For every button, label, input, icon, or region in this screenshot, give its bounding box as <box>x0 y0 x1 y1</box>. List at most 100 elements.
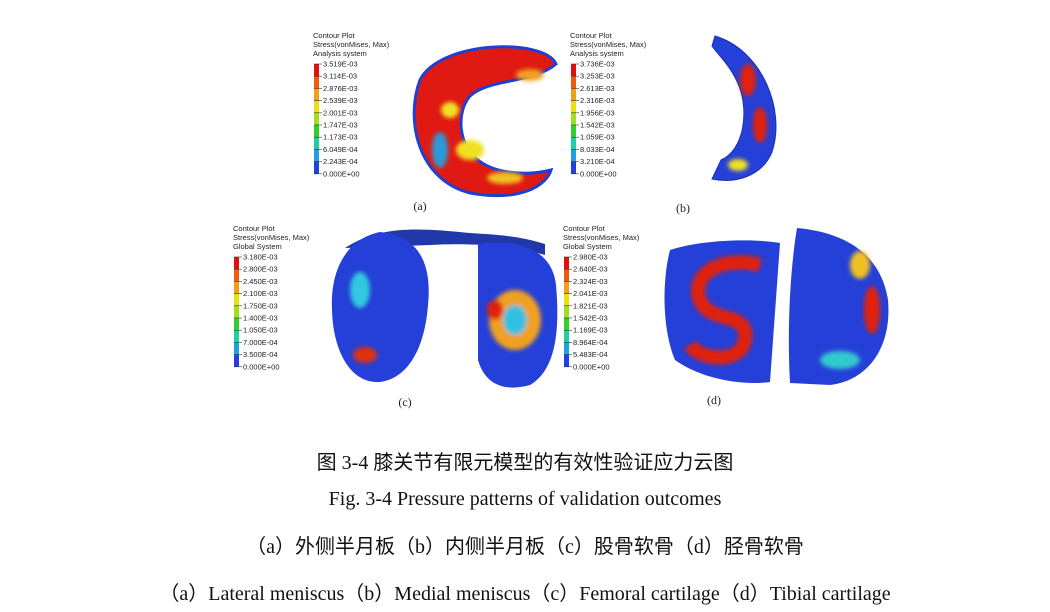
color-band <box>564 342 569 355</box>
caption-parts-zh: （a）外侧半月板（b）内侧半月板（c）股骨软骨（d）胫骨软骨 <box>246 536 804 558</box>
contour-shape-c <box>331 229 558 388</box>
caption-parts-en: （a）Lateral meniscus（b）Medial meniscus（c）… <box>159 583 891 605</box>
color-band <box>314 64 319 77</box>
color-band <box>314 161 319 174</box>
legend-level: 1.750E-03 <box>243 301 278 310</box>
legend-level: 3.180E-03 <box>243 253 278 262</box>
color-band <box>571 112 576 125</box>
color-band <box>234 257 239 270</box>
panel-label: (c) <box>398 395 411 409</box>
legend-level: 1.542E-03 <box>573 314 608 323</box>
legend-title: Stress(vonMises, Max) <box>313 40 390 49</box>
panel-label: (d) <box>707 393 721 407</box>
color-band <box>571 161 576 174</box>
legend-level: 2.100E-03 <box>243 289 278 298</box>
color-band <box>314 125 319 138</box>
legend-level: 1.050E-03 <box>243 326 278 335</box>
legend-level: 1.173E-03 <box>323 133 358 142</box>
legend-level: 3.253E-03 <box>580 72 615 81</box>
color-band <box>564 281 569 294</box>
legend-title: Contour Plot <box>563 224 606 233</box>
legend-level: 1.400E-03 <box>243 314 278 323</box>
legend-level: 2.041E-03 <box>573 289 608 298</box>
legend-level: 0.000E+00 <box>573 362 610 371</box>
color-band <box>234 293 239 306</box>
legend-level: 1.821E-03 <box>573 301 608 310</box>
color-band <box>234 269 239 282</box>
legend-level: 6.049E-04 <box>323 145 358 154</box>
legend-title: Stress(vonMises, Max) <box>233 233 310 242</box>
legend-level: 0.000E+00 <box>580 169 617 178</box>
legend-level: 0.000E+00 <box>323 169 360 178</box>
color-band <box>234 318 239 331</box>
color-band <box>314 149 319 162</box>
contour-shape-d <box>664 228 889 385</box>
legend-level: 3.114E-03 <box>323 72 357 81</box>
panel-label: (a) <box>413 199 426 213</box>
color-band <box>564 354 569 367</box>
color-band <box>571 125 576 138</box>
legend-level: 2.640E-03 <box>573 265 608 274</box>
color-band <box>571 149 576 162</box>
color-band <box>234 342 239 355</box>
color-band <box>314 112 319 125</box>
color-band <box>234 330 239 343</box>
contour-shape-b <box>711 35 777 181</box>
legend-level: 2.324E-03 <box>573 277 608 286</box>
color-band <box>571 100 576 113</box>
color-band <box>564 330 569 343</box>
color-band <box>564 269 569 282</box>
legend-level: 1.542E-03 <box>580 121 615 130</box>
color-band <box>314 88 319 101</box>
color-band <box>564 293 569 306</box>
color-band <box>314 76 319 89</box>
color-band <box>234 281 239 294</box>
legend-level: 2.539E-03 <box>323 96 358 105</box>
legend-level: 1.059E-03 <box>580 133 615 142</box>
color-band <box>571 76 576 89</box>
color-band <box>564 305 569 318</box>
legend-level: 1.169E-03 <box>573 326 608 335</box>
legend-level: 3.736E-03 <box>580 60 615 69</box>
legend-title: Contour Plot <box>313 31 356 40</box>
legend-level: 0.000E+00 <box>243 362 280 371</box>
legend-level: 2.876E-03 <box>323 84 358 93</box>
legend-level: 2.243E-04 <box>323 157 358 166</box>
legend-level: 3.519E-03 <box>323 60 358 69</box>
legend-level: 5.483E-04 <box>573 350 608 359</box>
legend-level: 3.500E-04 <box>243 350 278 359</box>
caption-zh: 图 3-4 膝关节有限元模型的有效性验证应力云图 <box>316 452 734 474</box>
legend-level: 1.747E-03 <box>323 121 358 130</box>
legend-level: 2.450E-03 <box>243 277 278 286</box>
legend-level: 7.000E-04 <box>243 338 278 347</box>
legend-title: Contour Plot <box>233 224 276 233</box>
legend-title: Analysis system <box>570 49 624 58</box>
color-band <box>571 88 576 101</box>
legend-level: 8.033E-04 <box>580 145 615 154</box>
color-band <box>314 137 319 150</box>
legend-title: Stress(vonMises, Max) <box>563 233 640 242</box>
color-band <box>314 100 319 113</box>
legend-level: 2.001E-03 <box>323 108 358 117</box>
legend-title: Global System <box>563 242 612 251</box>
contour-shape-a <box>412 45 558 198</box>
legend-level: 2.613E-03 <box>580 84 615 93</box>
legend-level: 2.800E-03 <box>243 265 278 274</box>
legend-level: 2.980E-03 <box>573 253 608 262</box>
panel-label: (b) <box>676 201 690 215</box>
color-band <box>234 354 239 367</box>
color-band <box>564 257 569 270</box>
color-band <box>564 318 569 331</box>
legend-level: 8.964E-04 <box>573 338 608 347</box>
legend-level: 3.210E-04 <box>580 157 615 166</box>
color-band <box>234 305 239 318</box>
caption-en: Fig. 3-4 Pressure patterns of validation… <box>328 488 722 510</box>
color-band <box>571 64 576 77</box>
color-band <box>571 137 576 150</box>
legend-title: Analysis system <box>313 49 367 58</box>
legend-level: 1.956E-03 <box>580 108 615 117</box>
legend-title: Stress(vonMises, Max) <box>570 40 647 49</box>
legend-title: Global System <box>233 242 282 251</box>
